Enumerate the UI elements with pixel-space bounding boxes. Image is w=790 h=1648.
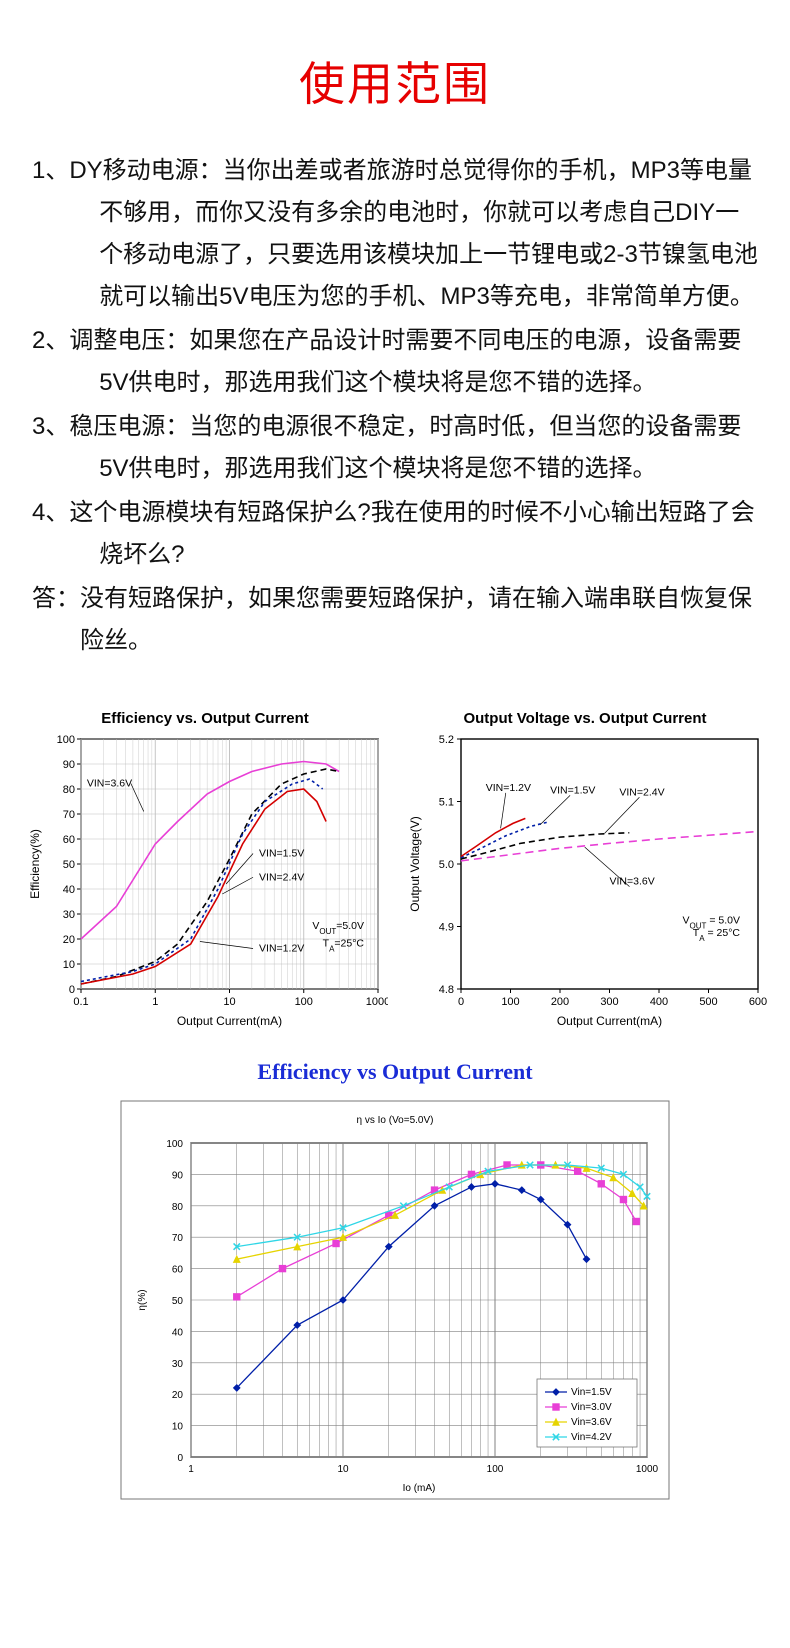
svg-text:60: 60	[172, 1265, 184, 1276]
svg-text:400: 400	[649, 996, 667, 1008]
svg-text:VIN=3.6V: VIN=3.6V	[609, 876, 654, 888]
chart3-title: Efficiency vs Output Current	[0, 1059, 790, 1085]
svg-text:Vin=1.5V: Vin=1.5V	[571, 1387, 612, 1398]
svg-text:20: 20	[172, 1390, 184, 1401]
svg-text:5.1: 5.1	[438, 797, 453, 809]
svg-text:Output Current(mA): Output Current(mA)	[556, 1014, 661, 1028]
svg-text:0.1: 0.1	[73, 996, 88, 1008]
svg-text:50: 50	[172, 1296, 184, 1307]
svg-text:Output Voltage(V): Output Voltage(V)	[408, 816, 422, 911]
svg-text:VIN=1.2V: VIN=1.2V	[259, 943, 304, 955]
para-answer: 答：没有短路保护，如果您需要短路保护，请在输入端串联自恢复保险丝。	[32, 578, 758, 662]
svg-text:Vin=3.0V: Vin=3.0V	[571, 1402, 612, 1413]
svg-text:10: 10	[223, 996, 235, 1008]
svg-text:1: 1	[188, 1464, 194, 1475]
svg-text:Vin=3.6V: Vin=3.6V	[571, 1417, 612, 1428]
svg-text:VIN=3.6V: VIN=3.6V	[86, 778, 131, 790]
svg-text:Vin=4.2V: Vin=4.2V	[571, 1432, 612, 1443]
svg-text:30: 30	[172, 1359, 184, 1370]
svg-text:100: 100	[487, 1464, 504, 1475]
svg-text:1000: 1000	[365, 996, 387, 1008]
svg-text:Efficiency(%): Efficiency(%)	[28, 829, 42, 899]
svg-text:30: 30	[62, 909, 74, 921]
svg-text:4.9: 4.9	[438, 922, 453, 934]
svg-text:10: 10	[172, 1422, 184, 1433]
svg-text:80: 80	[62, 784, 74, 796]
chart2-title: Output Voltage vs. Output Current	[398, 710, 772, 727]
svg-text:4.8: 4.8	[438, 984, 453, 996]
svg-text:5.0: 5.0	[438, 859, 453, 871]
chart2-svg: 4.8 4.9 5.0 5.1 5.2 0 100 200 300 400 500 600 VIN=1.…	[403, 731, 768, 1031]
svg-text:VIN=1.5V: VIN=1.5V	[259, 848, 304, 860]
chart1-title: Efficiency vs. Output Current	[18, 710, 392, 727]
svg-text:Output Current(mA): Output Current(mA)	[176, 1014, 281, 1028]
svg-text:0: 0	[457, 996, 463, 1008]
svg-text:500: 500	[699, 996, 717, 1008]
svg-text:100: 100	[501, 996, 519, 1008]
svg-text:70: 70	[62, 809, 74, 821]
svg-text:300: 300	[600, 996, 618, 1008]
para-3: 3、稳压电源：当您的电源很不稳定，时高时低，但当您的设备需要5V供电时，那选用我…	[32, 406, 758, 490]
chart2-col: Output Voltage vs. Output Current 4.8 4.9…	[398, 710, 772, 1031]
svg-text:η vs Io (Vo=5.0V): η vs Io (Vo=5.0V)	[357, 1115, 434, 1126]
svg-text:90: 90	[172, 1170, 184, 1181]
para-1: 1、DY移动电源：当你出差或者旅游时总觉得你的手机，MP3等电量不够用，而你又没…	[32, 150, 758, 318]
svg-text:10: 10	[62, 959, 74, 971]
svg-text:40: 40	[172, 1327, 184, 1338]
para-2: 2、调整电压：如果您在产品设计时需要不同电压的电源，设备需要5V供电时，那选用我…	[32, 320, 758, 404]
svg-text:VIN=1.5V: VIN=1.5V	[550, 784, 595, 796]
svg-text:1000: 1000	[636, 1464, 659, 1475]
svg-text:10: 10	[337, 1464, 349, 1475]
svg-text:0: 0	[177, 1453, 183, 1464]
svg-text:VIN=2.4V: VIN=2.4V	[259, 871, 304, 883]
svg-text:600: 600	[748, 996, 766, 1008]
body-section: 1、DY移动电源：当你出差或者旅游时总觉得你的手机，MP3等电量不够用，而你又没…	[0, 150, 790, 686]
chart3-svg: η vs Io (Vo=5.0V) 0 10 20 30 40 50 60 70 80 90 100 1…	[115, 1095, 675, 1505]
svg-text:0: 0	[68, 984, 74, 996]
charts-row: Efficiency vs. Output Current 0102030405…	[0, 686, 790, 1031]
svg-text:20: 20	[62, 934, 74, 946]
svg-text:100: 100	[166, 1139, 183, 1150]
svg-text:40: 40	[62, 884, 74, 896]
svg-text:η(%): η(%)	[137, 1289, 148, 1310]
chart1-col: Efficiency vs. Output Current 0 10 20 30 40 5…	[18, 710, 392, 1031]
svg-text:50: 50	[62, 859, 74, 871]
svg-text:70: 70	[172, 1233, 184, 1244]
svg-text:VIN=1.2V: VIN=1.2V	[485, 782, 530, 794]
para-4: 4、这个电源模块有短路保护么?我在使用的时候不小心输出短路了会烧坏么?	[32, 492, 758, 576]
page-title: 使用范围	[0, 0, 790, 150]
svg-text:1: 1	[152, 996, 158, 1008]
chart1-svg: 0 10 20 30 40 50 60 70 80 90 100 0.1 1 10 100 1000 VIN=3…	[23, 731, 388, 1031]
svg-text:Io (mA): Io (mA)	[403, 1483, 436, 1494]
svg-text:200: 200	[550, 996, 568, 1008]
svg-text:VIN=2.4V: VIN=2.4V	[619, 786, 664, 798]
svg-text:100: 100	[294, 996, 312, 1008]
svg-text:90: 90	[62, 759, 74, 771]
svg-text:80: 80	[172, 1202, 184, 1213]
svg-text:100: 100	[56, 734, 74, 746]
svg-text:60: 60	[62, 834, 74, 846]
svg-text:5.2: 5.2	[438, 734, 453, 746]
